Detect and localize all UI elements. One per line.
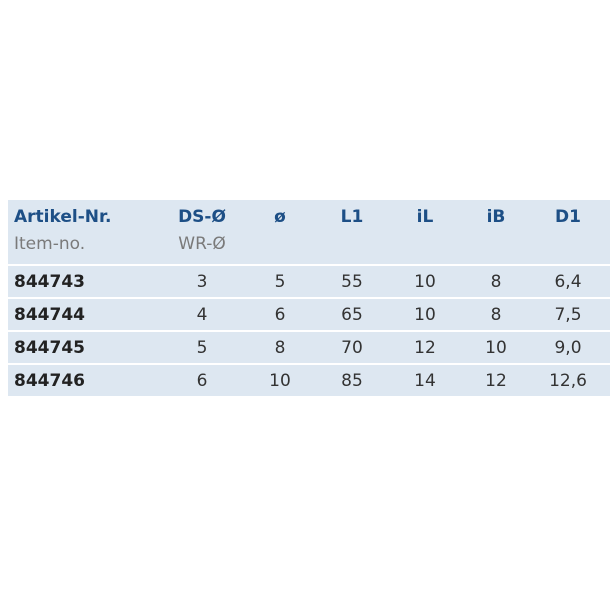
table-cell: 8: [490, 305, 502, 325]
column-header: Artikel-Nr.: [14, 207, 112, 227]
column-subheader: WR-Ø: [178, 234, 226, 254]
table-cell: 70: [341, 338, 363, 358]
item-number: 844744: [14, 305, 85, 325]
row-background: [8, 365, 610, 396]
table-cell: 7,5: [554, 305, 582, 325]
table-cell: 6: [274, 305, 286, 325]
column-header: iL: [416, 207, 434, 227]
table-cell: 12,6: [549, 371, 587, 391]
table-cell: 4: [196, 305, 208, 325]
table-cell: 10: [414, 272, 436, 292]
table-cell: 65: [341, 305, 363, 325]
column-header: D1: [555, 207, 581, 227]
item-number: 844746: [14, 371, 85, 391]
table-cell: 6: [196, 371, 208, 391]
item-number: 844745: [14, 338, 85, 358]
row-background: [8, 332, 610, 363]
table-cell: 10: [485, 338, 507, 358]
table-cell: 12: [414, 338, 436, 358]
row-background: [8, 266, 610, 297]
column-header: iB: [486, 207, 506, 227]
table-cell: 6,4: [554, 272, 582, 292]
table-cell: 5: [196, 338, 208, 358]
table-cell: 10: [269, 371, 291, 391]
column-subheader: Item-no.: [14, 234, 86, 254]
table-cell: 85: [341, 371, 363, 391]
table-cell: 55: [341, 272, 363, 292]
table-cell: 9,0: [554, 338, 582, 358]
table-cell: 12: [485, 371, 507, 391]
table-cell: 3: [196, 272, 208, 292]
table-cell: 5: [274, 272, 286, 292]
table-cell: 14: [414, 371, 436, 391]
table-cell: 10: [414, 305, 436, 325]
item-number: 844743: [14, 272, 85, 292]
table-cell: 8: [490, 272, 502, 292]
table-cell: 8: [274, 338, 286, 358]
column-header: DS-Ø: [178, 207, 226, 227]
column-header: ø: [274, 207, 286, 227]
column-header: L1: [340, 207, 364, 227]
row-background: [8, 299, 610, 330]
header-background: [8, 200, 610, 264]
